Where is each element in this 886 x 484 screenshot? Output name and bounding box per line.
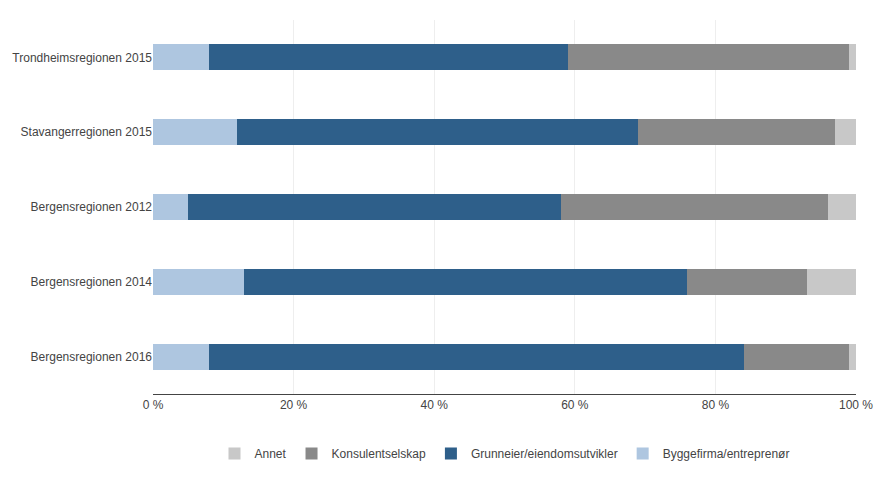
svg-text:Grunneier/eiendomsutvikler: Grunneier/eiendomsutvikler bbox=[471, 447, 618, 461]
svg-text:Bergensregionen 2014: Bergensregionen 2014 bbox=[31, 275, 153, 289]
svg-text:100 %: 100 % bbox=[839, 398, 873, 412]
svg-text:Bergensregionen 2012: Bergensregionen 2012 bbox=[31, 200, 153, 214]
svg-text:Byggefirma/entreprenør: Byggefirma/entreprenør bbox=[663, 447, 790, 461]
svg-text:Konsulentselskap: Konsulentselskap bbox=[332, 447, 426, 461]
svg-text:80 %: 80 % bbox=[702, 398, 730, 412]
svg-text:60 %: 60 % bbox=[561, 398, 589, 412]
svg-text:Annet: Annet bbox=[255, 447, 287, 461]
svg-text:40 %: 40 % bbox=[421, 398, 449, 412]
svg-text:Stavangerregionen 2015: Stavangerregionen 2015 bbox=[21, 125, 153, 139]
svg-text:Trondheimsregionen 2015: Trondheimsregionen 2015 bbox=[12, 51, 152, 65]
svg-text:Bergensregionen 2016: Bergensregionen 2016 bbox=[31, 350, 153, 364]
svg-text:20 %: 20 % bbox=[280, 398, 308, 412]
svg-text:0 %: 0 % bbox=[143, 398, 164, 412]
